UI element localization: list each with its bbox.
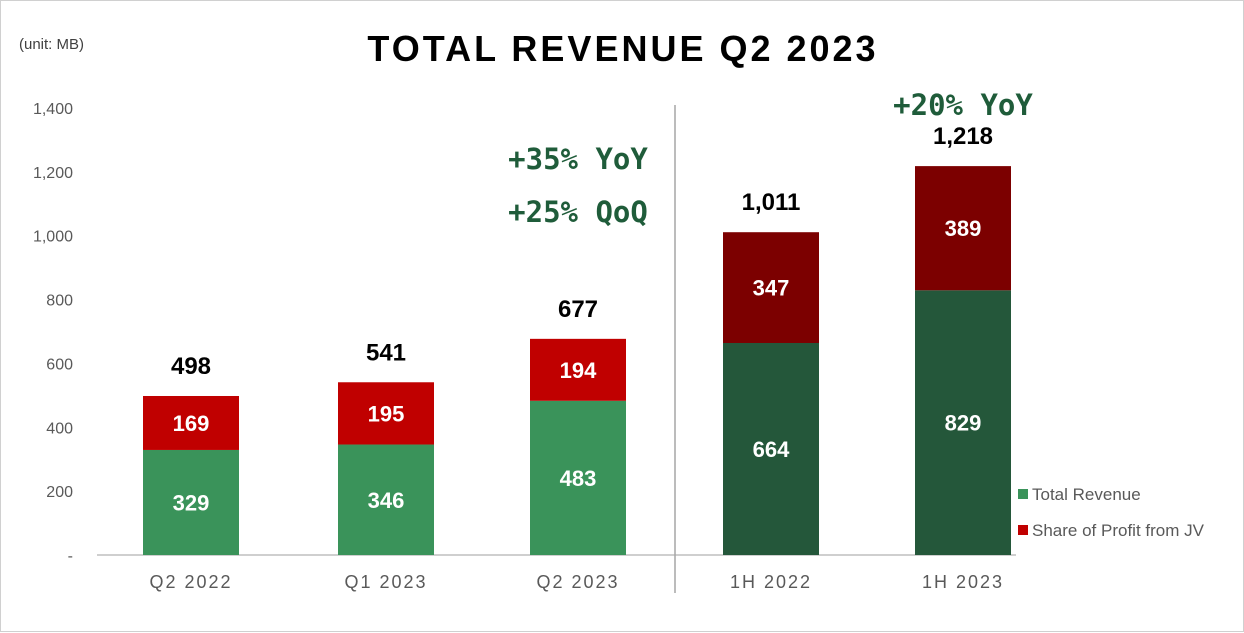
bar-total-revenue: [915, 290, 1011, 555]
bar-total-label: 541: [366, 339, 406, 366]
growth-annotation: +25% QoQ: [508, 195, 648, 229]
bar-total-label: 677: [558, 296, 598, 323]
bar-share-of-profit-jv: [338, 382, 434, 445]
y-tick-label: 800: [46, 293, 73, 310]
bar-total-revenue: [723, 342, 819, 555]
legend-label: Total Revenue: [1032, 485, 1141, 504]
legend-label: Share of Profit from JV: [1032, 521, 1205, 540]
growth-annotation: +20% YoY: [893, 88, 1033, 122]
segment-value-label: 664: [753, 437, 790, 462]
legend: Total Revenue Share of Profit from JV: [1018, 485, 1205, 540]
bar-total-revenue: [530, 400, 626, 555]
bar-share-of-profit-jv: [915, 166, 1011, 291]
x-tick-label: Q2 2023: [536, 572, 619, 592]
segment-value-label: 195: [368, 401, 405, 426]
bar-share-of-profit-jv: [530, 338, 626, 401]
x-tick-label: 1H 2022: [730, 572, 812, 592]
x-tick-label: Q2 2022: [149, 572, 232, 592]
segment-value-label: 389: [945, 216, 982, 241]
y-tick-label: -: [68, 548, 73, 565]
segment-value-label: 483: [560, 466, 597, 491]
y-tick-label: 1,200: [33, 165, 73, 182]
segment-value-label: 347: [753, 276, 790, 301]
segment-value-label: 346: [368, 488, 405, 513]
segment-value-label: 169: [173, 411, 210, 436]
y-tick-label: 1,400: [33, 101, 73, 118]
y-tick-label: 200: [46, 484, 73, 501]
bar-total-revenue: [338, 444, 434, 555]
bar-share-of-profit-jv: [143, 395, 239, 450]
legend-swatch: [1018, 489, 1028, 499]
legend-swatch: [1018, 525, 1028, 535]
segment-value-label: 329: [173, 490, 210, 515]
annotations: +35% YoY +25% QoQ +20% YoY: [508, 88, 1033, 229]
segment-value-label: 829: [945, 411, 982, 436]
bar-total-label: 1,218: [933, 123, 993, 150]
growth-annotation: +35% YoY: [508, 142, 648, 176]
bar-total-revenue: [143, 449, 239, 555]
y-tick-label: 1,000: [33, 229, 73, 246]
y-tick-label: 600: [46, 356, 73, 373]
bar-share-of-profit-jv: [723, 232, 819, 343]
y-axis: - 200 400 600 800 1,000 1,200 1,400: [33, 101, 73, 565]
unit-label: (unit: MB): [19, 36, 84, 53]
y-tick-label: 400: [46, 420, 73, 437]
x-tick-label: Q1 2023: [344, 572, 427, 592]
bar-total-label: 1,011: [742, 189, 801, 216]
chart-title: TOTAL REVENUE Q2 2023: [367, 28, 878, 69]
segment-value-label: 194: [560, 358, 597, 383]
x-axis: Q2 2022 Q1 2023 Q2 2023 1H 2022 1H 2023: [149, 572, 1004, 592]
x-tick-label: 1H 2023: [922, 572, 1004, 592]
bar-total-label: 498: [171, 353, 211, 380]
bars: 329 169 498 346 195 541 483 194 677 664 347 1,011 82…: [143, 123, 1011, 555]
